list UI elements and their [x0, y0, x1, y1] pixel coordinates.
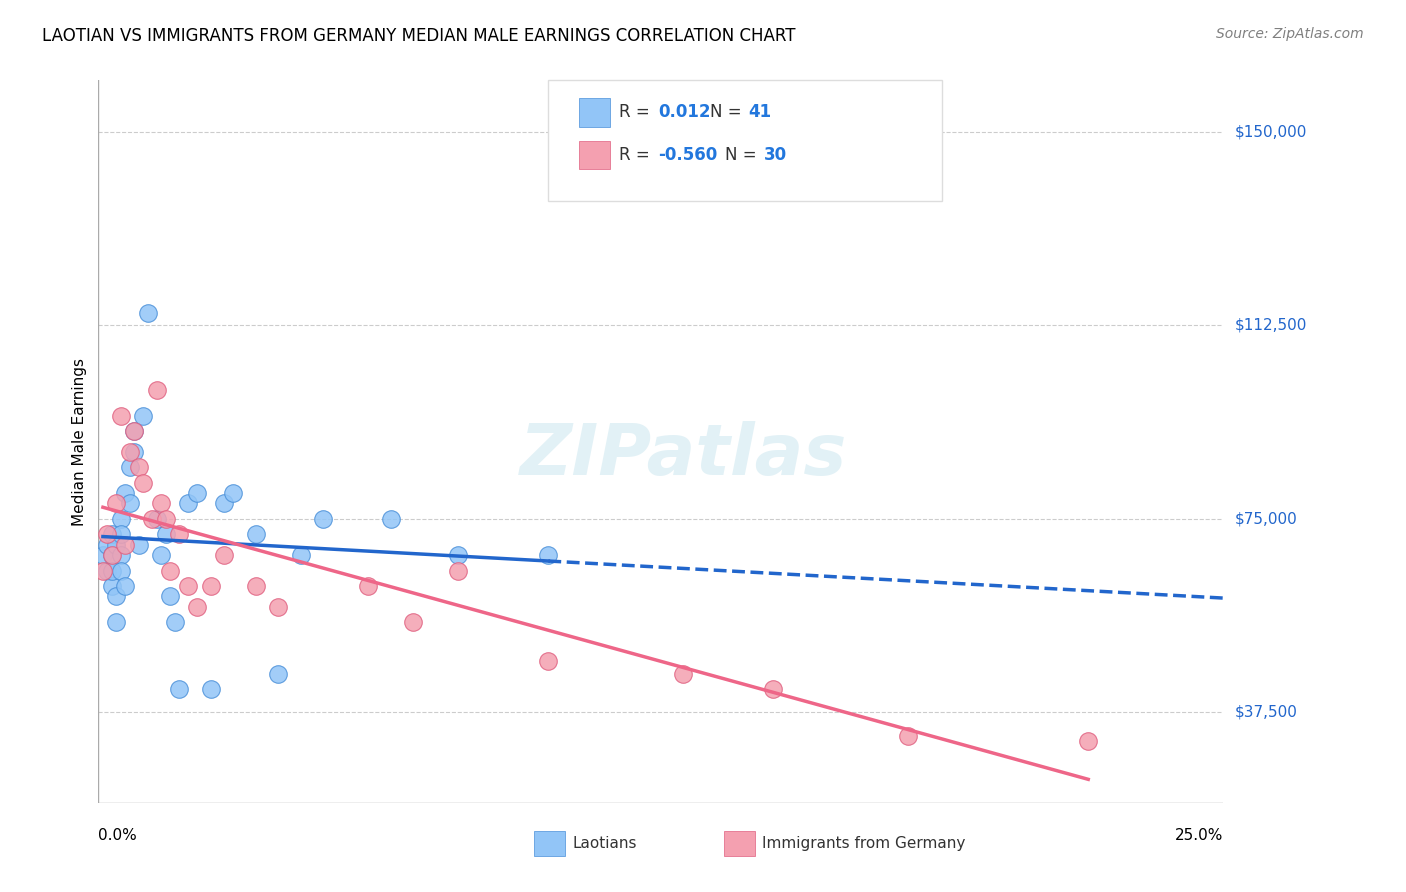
Point — [114, 486, 136, 500]
Point — [897, 729, 920, 743]
Text: $150,000: $150,000 — [1234, 124, 1306, 139]
Text: Laotians: Laotians — [572, 837, 637, 851]
Point — [402, 615, 425, 630]
Point — [150, 496, 173, 510]
Point — [177, 496, 200, 510]
Point — [267, 666, 290, 681]
Point — [96, 527, 118, 541]
Point — [91, 548, 114, 562]
Point — [96, 538, 118, 552]
Text: $112,500: $112,500 — [1234, 318, 1306, 333]
Point — [114, 579, 136, 593]
Point — [186, 599, 208, 614]
Point — [146, 512, 169, 526]
Point — [101, 527, 124, 541]
Point — [132, 409, 155, 423]
Point — [105, 590, 128, 604]
Point — [200, 682, 222, 697]
Point — [110, 409, 132, 423]
Point — [128, 460, 150, 475]
Point — [762, 682, 785, 697]
Point — [105, 615, 128, 630]
Point — [136, 305, 159, 319]
Point — [672, 666, 695, 681]
Text: LAOTIAN VS IMMIGRANTS FROM GERMANY MEDIAN MALE EARNINGS CORRELATION CHART: LAOTIAN VS IMMIGRANTS FROM GERMANY MEDIA… — [42, 27, 796, 45]
Point — [537, 548, 560, 562]
Point — [169, 527, 191, 541]
Text: ZIPatlas: ZIPatlas — [520, 422, 846, 491]
Point — [169, 682, 191, 697]
Y-axis label: Median Male Earnings: Median Male Earnings — [72, 358, 87, 525]
Point — [105, 496, 128, 510]
Point — [1077, 734, 1099, 748]
Point — [214, 548, 236, 562]
Point — [245, 527, 267, 541]
Text: N =: N = — [710, 103, 747, 121]
Point — [150, 548, 173, 562]
Point — [110, 527, 132, 541]
Text: 25.0%: 25.0% — [1175, 828, 1223, 843]
Point — [222, 486, 245, 500]
Point — [96, 564, 118, 578]
Text: Source: ZipAtlas.com: Source: ZipAtlas.com — [1216, 27, 1364, 41]
Point — [380, 512, 402, 526]
Text: 41: 41 — [748, 103, 770, 121]
Point — [159, 590, 181, 604]
Point — [177, 579, 200, 593]
Text: $75,000: $75,000 — [1234, 511, 1298, 526]
Point — [124, 424, 146, 438]
Point — [114, 538, 136, 552]
Point — [245, 579, 267, 593]
Text: -0.560: -0.560 — [658, 146, 717, 164]
Point — [186, 486, 208, 500]
Point — [267, 599, 290, 614]
Point — [155, 512, 177, 526]
Point — [146, 383, 169, 397]
Text: R =: R = — [619, 146, 655, 164]
Text: N =: N = — [725, 146, 762, 164]
Point — [101, 548, 124, 562]
Point — [101, 548, 124, 562]
Point — [312, 512, 335, 526]
Point — [141, 512, 163, 526]
Point — [105, 538, 128, 552]
Point — [290, 548, 312, 562]
Text: Immigrants from Germany: Immigrants from Germany — [762, 837, 966, 851]
Point — [447, 548, 470, 562]
Point — [200, 579, 222, 593]
Point — [124, 445, 146, 459]
Point — [132, 475, 155, 490]
Text: 30: 30 — [763, 146, 786, 164]
Point — [91, 564, 114, 578]
Point — [118, 445, 141, 459]
Text: R =: R = — [619, 103, 655, 121]
Point — [155, 527, 177, 541]
Point — [357, 579, 380, 593]
Point — [537, 654, 560, 668]
Point — [214, 496, 236, 510]
Point — [101, 564, 124, 578]
Point — [118, 460, 141, 475]
Text: $37,500: $37,500 — [1234, 705, 1298, 720]
Point — [110, 512, 132, 526]
Point — [447, 564, 470, 578]
Point — [110, 564, 132, 578]
Point — [163, 615, 186, 630]
Point — [101, 579, 124, 593]
Point — [159, 564, 181, 578]
Text: 0.0%: 0.0% — [98, 828, 138, 843]
Text: 0.012: 0.012 — [658, 103, 710, 121]
Point — [124, 424, 146, 438]
Point — [110, 548, 132, 562]
Point — [118, 496, 141, 510]
Point — [128, 538, 150, 552]
